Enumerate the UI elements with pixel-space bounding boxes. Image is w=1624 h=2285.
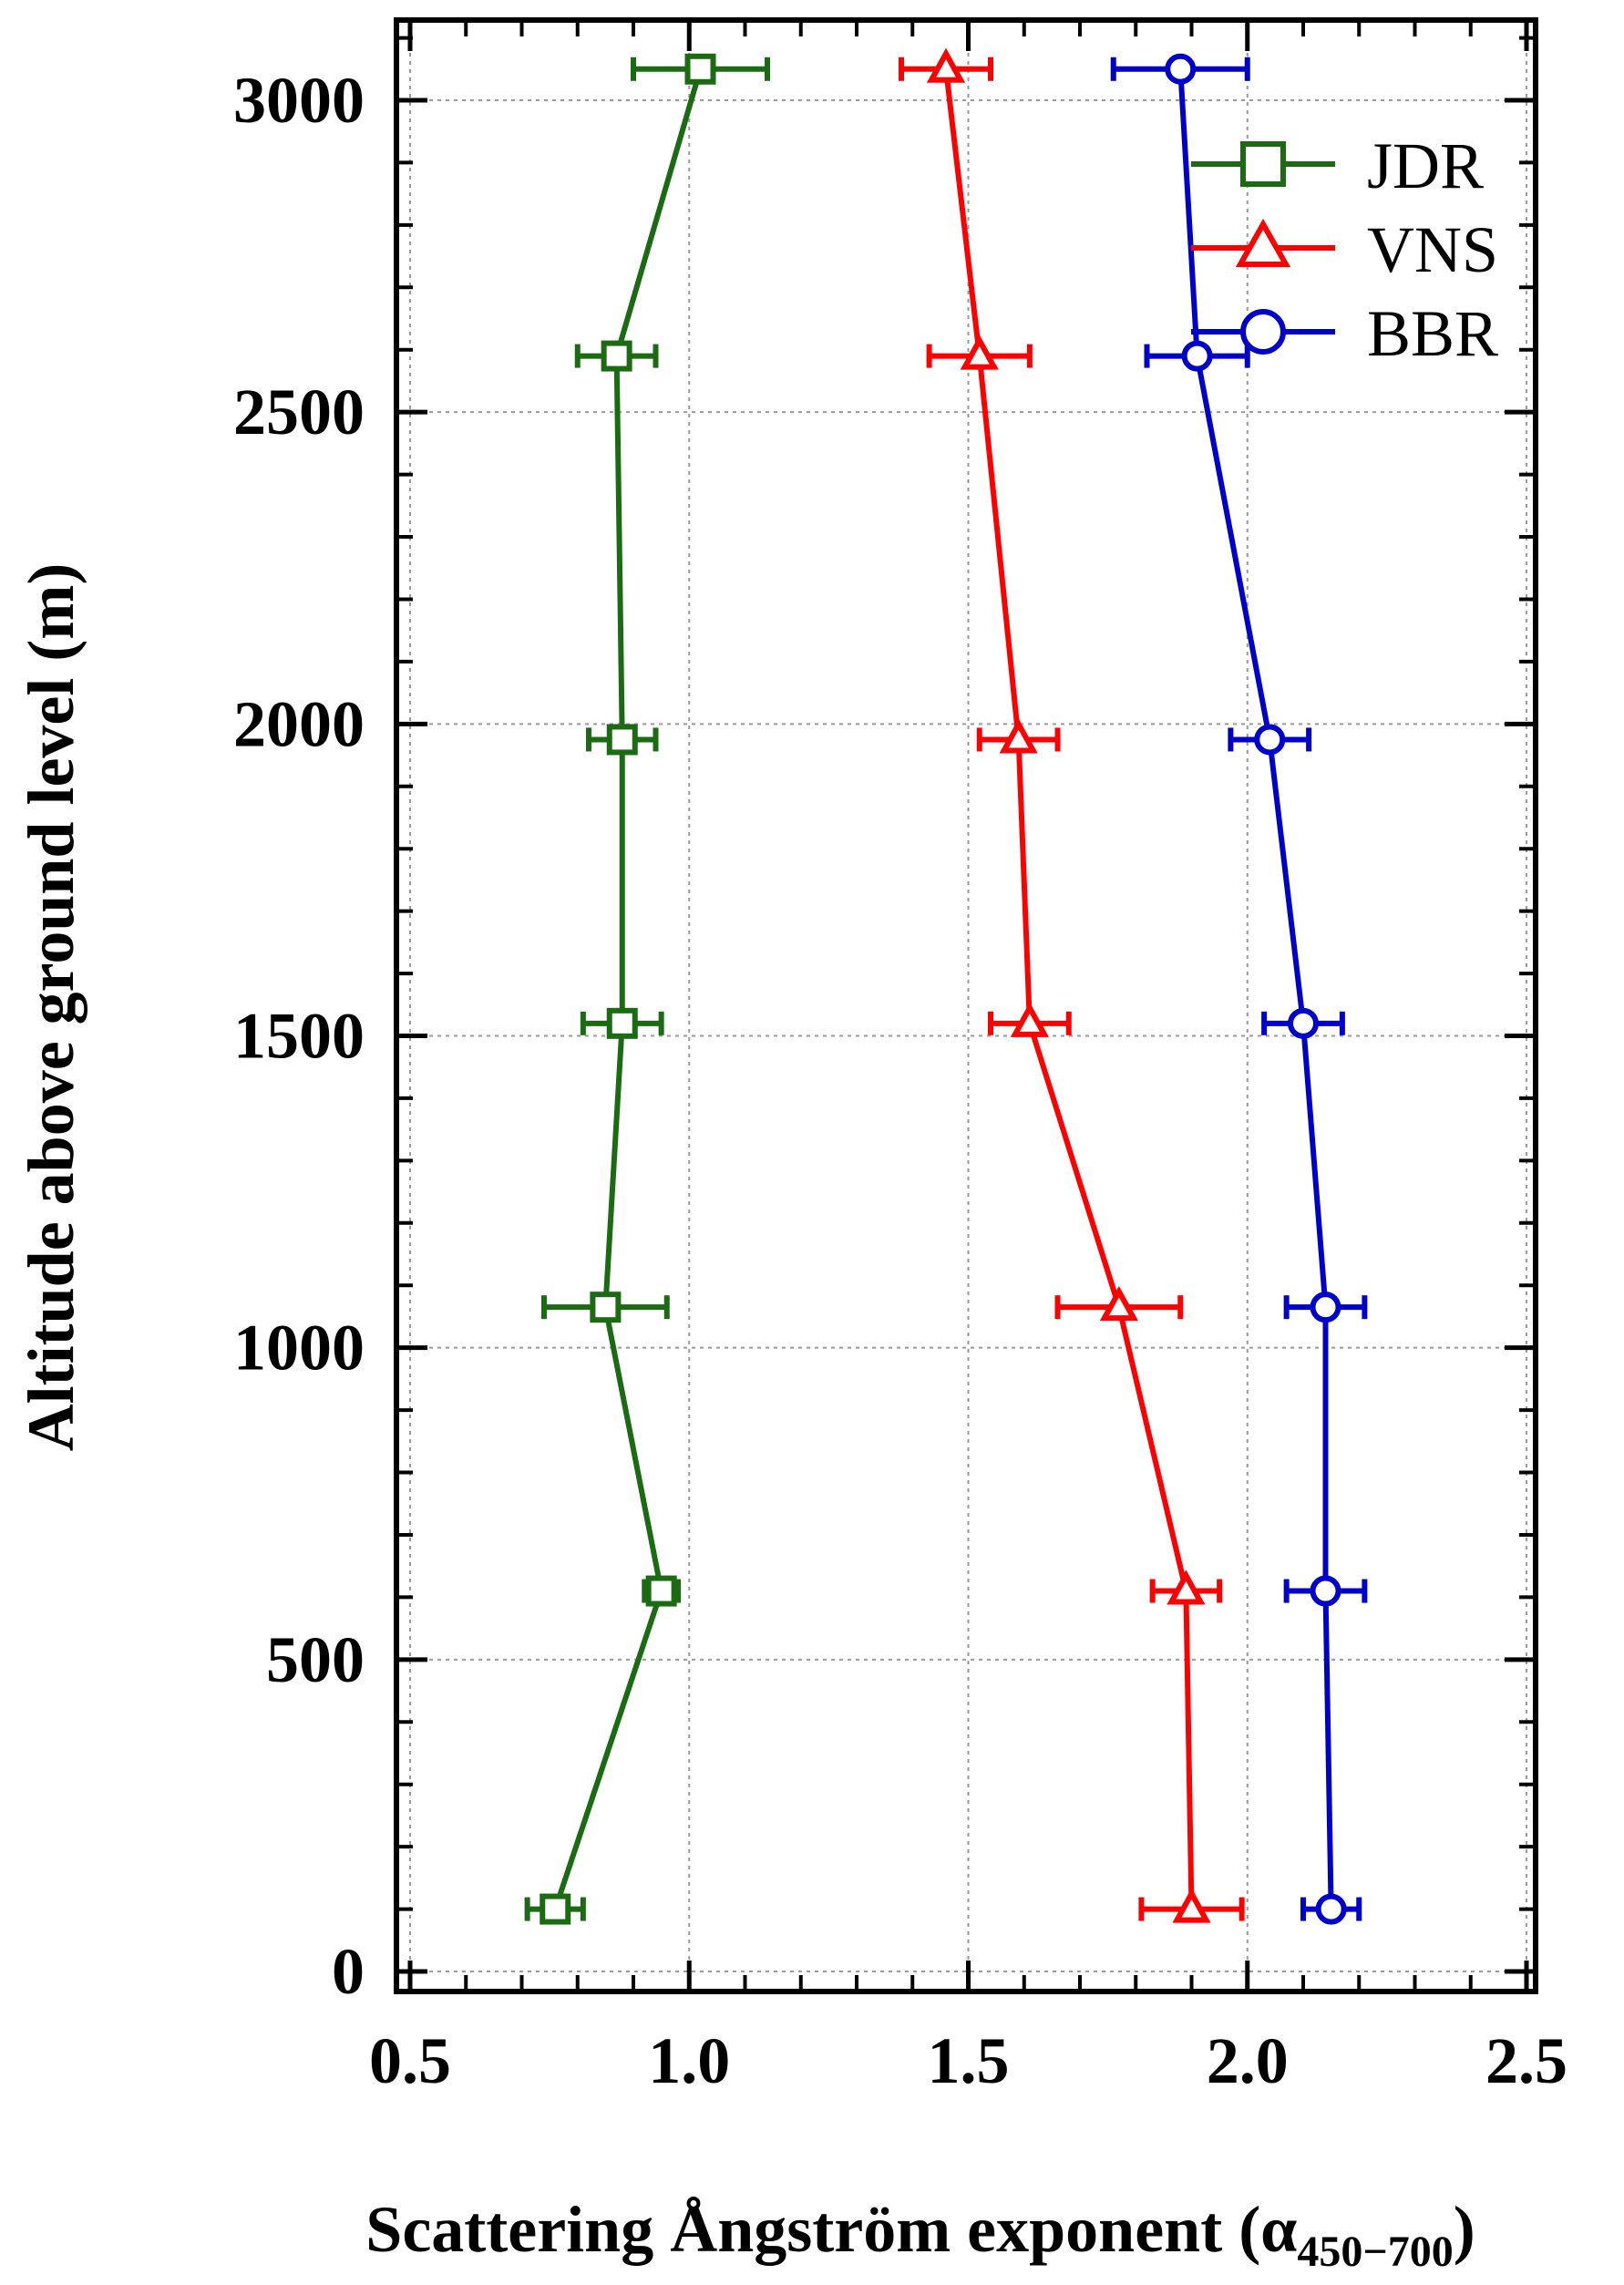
data-point-vns (960, 335, 999, 370)
legend-marker-bbr (1240, 309, 1286, 355)
data-point-jdr (684, 53, 716, 85)
data-series (524, 47, 1368, 1925)
y-axis-title: Altitude above ground level (m) (15, 563, 87, 1452)
data-point-vns (1099, 1285, 1138, 1322)
series-bbr (1110, 53, 1368, 1925)
data-point-vns (999, 718, 1038, 754)
y-tick-label: 1500 (233, 1000, 365, 1073)
x-tick-label: 2.0 (1207, 2024, 1289, 2097)
data-point-jdr (601, 340, 632, 372)
series-vns (899, 47, 1245, 1923)
y-tick-labels: 0 500 1000 1500 2000 2500 3000 (233, 64, 365, 2008)
data-point-vns (1172, 1888, 1211, 1923)
legend: JDR VNS BBR (1191, 129, 1498, 370)
data-point-vns (1167, 1570, 1206, 1605)
data-point-bbr (1310, 1575, 1341, 1607)
legend-item-jdr: JDR (1191, 129, 1484, 202)
y-tick-label: 2000 (233, 687, 365, 760)
data-point-jdr (606, 1007, 638, 1039)
series-jdr (524, 53, 770, 1925)
grid-lines (396, 20, 1536, 1992)
y-tick-label: 1000 (233, 1312, 365, 1384)
data-point-bbr (1310, 1292, 1341, 1323)
data-point-jdr (645, 1575, 677, 1607)
data-point-jdr (590, 1292, 622, 1323)
y-tick-label: 2500 (233, 376, 365, 448)
data-point-bbr (1254, 724, 1286, 756)
data-point-bbr (1288, 1007, 1319, 1039)
y-tick-label: 3000 (233, 64, 365, 137)
x-tick-labels: 0.5 1.0 1.5 2.0 2.5 (369, 2024, 1567, 2097)
y-tick-label: 0 (332, 1935, 365, 2008)
plot-frame (394, 17, 1538, 1994)
data-point-jdr (606, 724, 638, 756)
x-tick-label: 1.0 (648, 2024, 730, 2097)
legend-label-bbr: BBR (1367, 297, 1498, 370)
x-tick-label: 2.5 (1485, 2024, 1567, 2097)
x-tick-label: 0.5 (369, 2024, 451, 2097)
x-tick-label: 1.5 (928, 2024, 1010, 2097)
data-point-bbr (1315, 1893, 1347, 1925)
legend-label-jdr: JDR (1367, 129, 1484, 202)
x-axis-title: Scattering Ångström exponent (α450−700) (365, 2193, 1475, 2276)
data-point-vns (1010, 1002, 1049, 1037)
legend-marker-vns (1235, 218, 1291, 267)
legend-marker-jdr (1240, 141, 1286, 187)
data-point-vns (926, 47, 966, 83)
y-tick-label: 500 (266, 1623, 365, 1696)
x-axis-title-subscript: 450−700 (1297, 2228, 1453, 2276)
data-point-bbr (1181, 340, 1213, 372)
legend-label-vns: VNS (1367, 213, 1498, 286)
axis-ticks (396, 20, 1536, 1992)
data-point-jdr (540, 1893, 571, 1925)
data-point-bbr (1165, 53, 1197, 85)
legend-item-vns: VNS (1191, 213, 1498, 286)
legend-item-bbr: BBR (1191, 297, 1498, 370)
x-axis-title-suffix: ) (1454, 2193, 1475, 2266)
x-axis-title-main: Scattering Ångström exponent (α (365, 2193, 1297, 2266)
